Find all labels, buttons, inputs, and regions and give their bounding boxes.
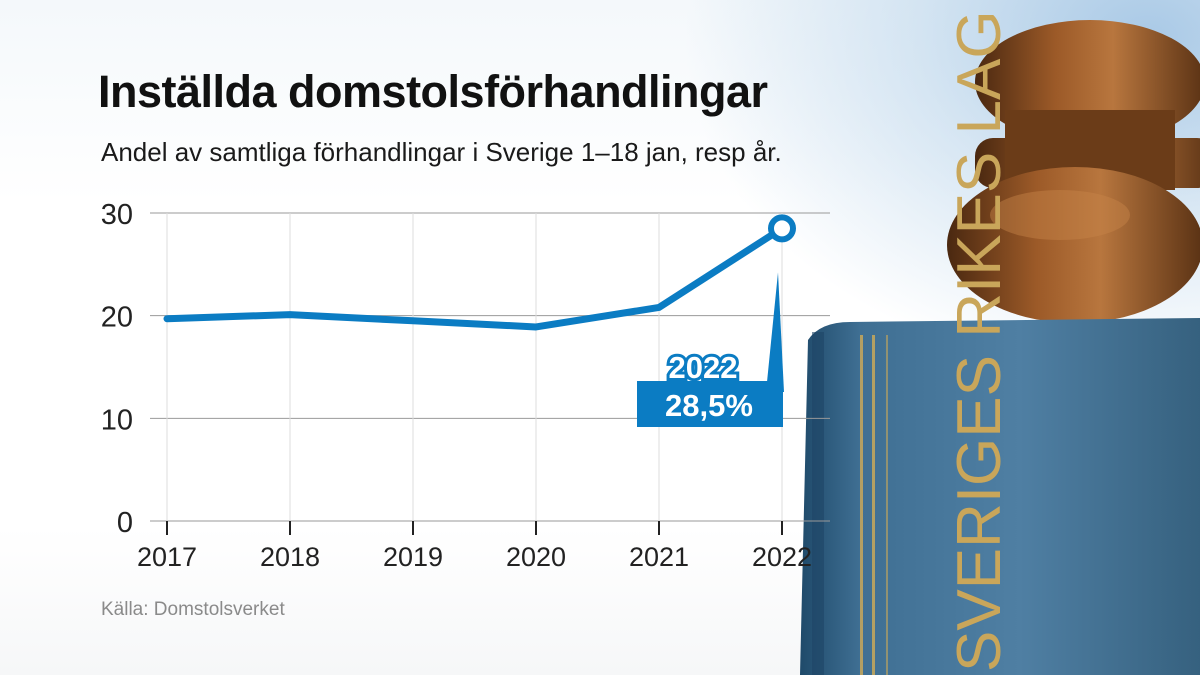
y-tick-label: 30 bbox=[101, 199, 133, 231]
y-tick-label: 0 bbox=[117, 507, 133, 539]
series-line bbox=[163, 224, 786, 331]
data-point bbox=[768, 214, 796, 243]
book-spine-text: SVERIGES RIKES LAG bbox=[945, 10, 1014, 672]
y-tick-label: 20 bbox=[101, 302, 133, 334]
source-note: Källa: Domstolsverket bbox=[101, 599, 285, 620]
y-tick-label: 10 bbox=[101, 404, 133, 436]
callout-year-label: 2022 bbox=[669, 350, 738, 385]
data-point bbox=[287, 311, 293, 318]
x-tick-label: 2020 bbox=[506, 542, 566, 572]
x-tick-label: 2022 bbox=[752, 542, 812, 572]
x-tick-label: 2018 bbox=[260, 542, 320, 572]
callout-box bbox=[637, 381, 783, 427]
chart-subtitle: Andel av samtliga förhandlingar i Sverig… bbox=[101, 137, 782, 167]
callout-value-label: 28,5% bbox=[665, 388, 753, 423]
data-point bbox=[533, 323, 539, 330]
chart-title: Inställda domstolsförhandlingar bbox=[98, 66, 768, 117]
callout-pointer bbox=[766, 272, 784, 392]
x-tick-label: 2021 bbox=[629, 542, 689, 572]
x-tick-label: 2019 bbox=[383, 542, 443, 572]
x-tick-label: 2017 bbox=[137, 542, 197, 572]
data-point bbox=[164, 315, 170, 322]
gavel-head-bottom bbox=[947, 167, 1200, 323]
law-book bbox=[800, 318, 1200, 675]
data-point bbox=[656, 304, 662, 311]
data-point bbox=[410, 317, 416, 324]
